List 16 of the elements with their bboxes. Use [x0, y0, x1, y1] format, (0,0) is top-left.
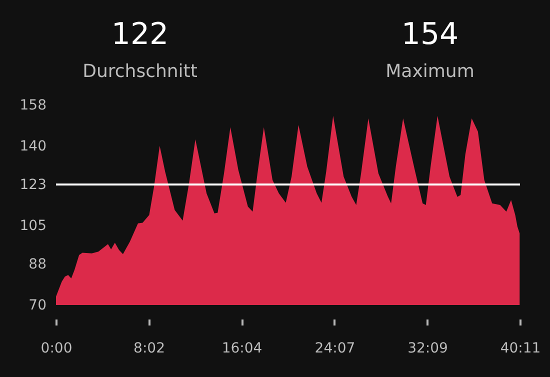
- text: Durchschnitt: [82, 61, 198, 82]
- y-tick-label: 140: [20, 138, 46, 154]
- x-tick-label: 8:02: [134, 340, 165, 356]
- text: 122: [111, 17, 169, 52]
- y-tick-label: 123: [20, 177, 46, 194]
- y-tick-label: 158: [20, 98, 46, 114]
- text: Maximum: [386, 61, 474, 82]
- y-tick-label: 105: [20, 218, 46, 234]
- x-tick-label: 16:04: [222, 340, 262, 356]
- y-tick-label: 70: [28, 298, 46, 314]
- text: 154: [401, 17, 459, 52]
- x-tick-label: 0:00: [40, 340, 72, 356]
- x-tick-label: 40:11: [500, 340, 541, 356]
- x-tick-label: 24:07: [314, 340, 356, 356]
- y-tick-label: 88: [28, 256, 46, 273]
- x-tick-label: 32:09: [408, 340, 448, 356]
